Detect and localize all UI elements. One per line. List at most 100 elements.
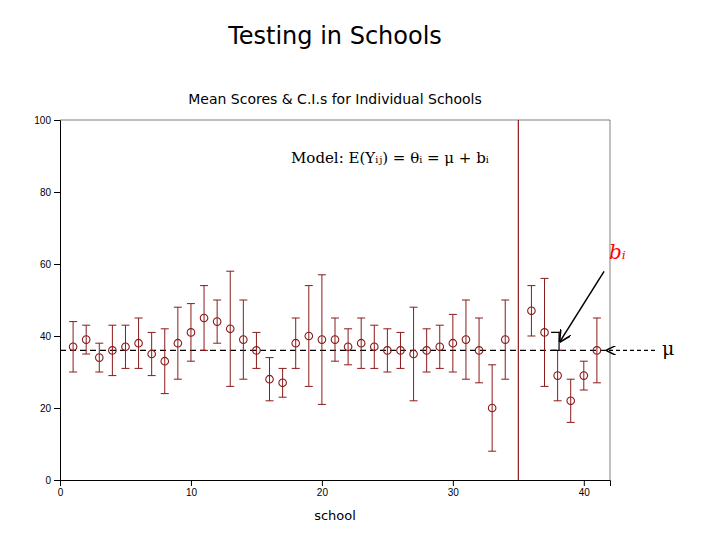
error-cap-low	[187, 361, 195, 362]
error-cap-low	[108, 375, 116, 376]
error-bar	[256, 332, 257, 368]
error-cap-low	[488, 451, 496, 452]
error-bar	[583, 361, 584, 390]
error-cap-high	[593, 318, 601, 319]
tick-label: 60	[40, 259, 52, 270]
point	[331, 336, 339, 344]
error-cap-low	[357, 368, 365, 369]
error-cap-high	[527, 285, 535, 286]
tick-mark	[54, 264, 60, 265]
error-cap-high	[396, 332, 404, 333]
error-bar-group	[187, 304, 195, 362]
error-bar	[295, 318, 296, 368]
error-cap-high	[252, 332, 260, 333]
point	[96, 354, 104, 362]
error-bar	[557, 350, 558, 400]
axis-line	[54, 121, 61, 481]
error-bar	[86, 325, 87, 354]
error-bar	[361, 318, 362, 368]
error-bar-group	[226, 271, 234, 386]
error-bar-group	[252, 332, 260, 368]
annotation-label: bᵢ	[609, 240, 626, 264]
error-bar-group	[501, 300, 509, 379]
frame-line	[610, 120, 611, 480]
tick-label: 20	[40, 403, 52, 414]
error-bar	[596, 318, 597, 383]
error-cap-low	[135, 368, 143, 369]
bracket	[551, 332, 559, 350]
tick-mark	[54, 120, 60, 121]
error-bar	[308, 286, 309, 387]
error-bar-group	[161, 329, 169, 394]
error-cap-high	[121, 325, 129, 326]
error-bar	[452, 314, 453, 372]
error-cap-low	[475, 382, 483, 383]
error-bar	[505, 300, 506, 379]
error-cap-high	[187, 303, 195, 304]
tick-mark	[54, 192, 60, 193]
error-bar	[190, 304, 191, 362]
point	[528, 307, 536, 315]
error-bar	[492, 365, 493, 451]
error-cap-high	[108, 325, 116, 326]
point	[541, 329, 549, 337]
error-cap-low	[449, 372, 457, 373]
error-cap-low	[370, 368, 378, 369]
error-cap-high	[541, 278, 549, 279]
point	[226, 325, 234, 333]
error-cap-low	[174, 379, 182, 380]
error-bar	[465, 300, 466, 379]
tick-mark	[322, 480, 323, 486]
tick-label: 40	[40, 331, 52, 342]
x-tick: 40	[579, 480, 591, 498]
error-cap-high	[135, 318, 143, 319]
error-cap-high	[174, 307, 182, 308]
error-cap-high	[213, 300, 221, 301]
tick-label: 20	[317, 487, 329, 498]
error-bar-group	[266, 358, 274, 401]
point	[135, 339, 143, 347]
error-bar	[204, 286, 205, 351]
point	[109, 347, 117, 355]
error-cap-low	[344, 364, 352, 365]
error-bar	[321, 275, 322, 405]
error-cap-high	[200, 285, 208, 286]
tick-mark	[191, 480, 192, 486]
error-cap-low	[148, 375, 156, 376]
error-cap-high	[488, 364, 496, 365]
y-tick: 100	[34, 115, 60, 126]
error-cap-high	[148, 332, 156, 333]
error-bar	[164, 329, 165, 394]
error-cap-low	[252, 368, 260, 369]
point	[213, 318, 221, 326]
y-tick: 80	[40, 187, 60, 198]
point	[475, 347, 483, 355]
point	[593, 347, 601, 355]
error-bar-group	[95, 343, 103, 372]
error-bar-group	[527, 286, 535, 336]
error-bar-group	[318, 275, 326, 405]
annotation-arrow	[560, 271, 604, 341]
error-bar-group	[423, 329, 431, 372]
error-bar-group	[357, 318, 365, 368]
error-cap-low	[541, 386, 549, 387]
y-tick: 0	[45, 475, 60, 486]
point	[161, 357, 169, 365]
error-bar-group	[580, 361, 588, 390]
x-axis: 010203040	[58, 480, 611, 498]
annotation-label: μ	[662, 337, 674, 359]
error-cap-low	[200, 350, 208, 351]
point	[200, 314, 208, 322]
point	[122, 343, 130, 351]
y-axis: 0 20 40 60 80 100	[34, 115, 60, 486]
point	[240, 336, 248, 344]
error-cap-high	[69, 321, 77, 322]
point	[292, 339, 300, 347]
axis-line	[61, 481, 611, 487]
error-cap-low	[410, 400, 418, 401]
error-bar	[544, 278, 545, 386]
point	[82, 336, 90, 344]
error-bar-group	[462, 300, 470, 379]
error-cap-low	[305, 386, 313, 387]
point	[501, 336, 509, 344]
